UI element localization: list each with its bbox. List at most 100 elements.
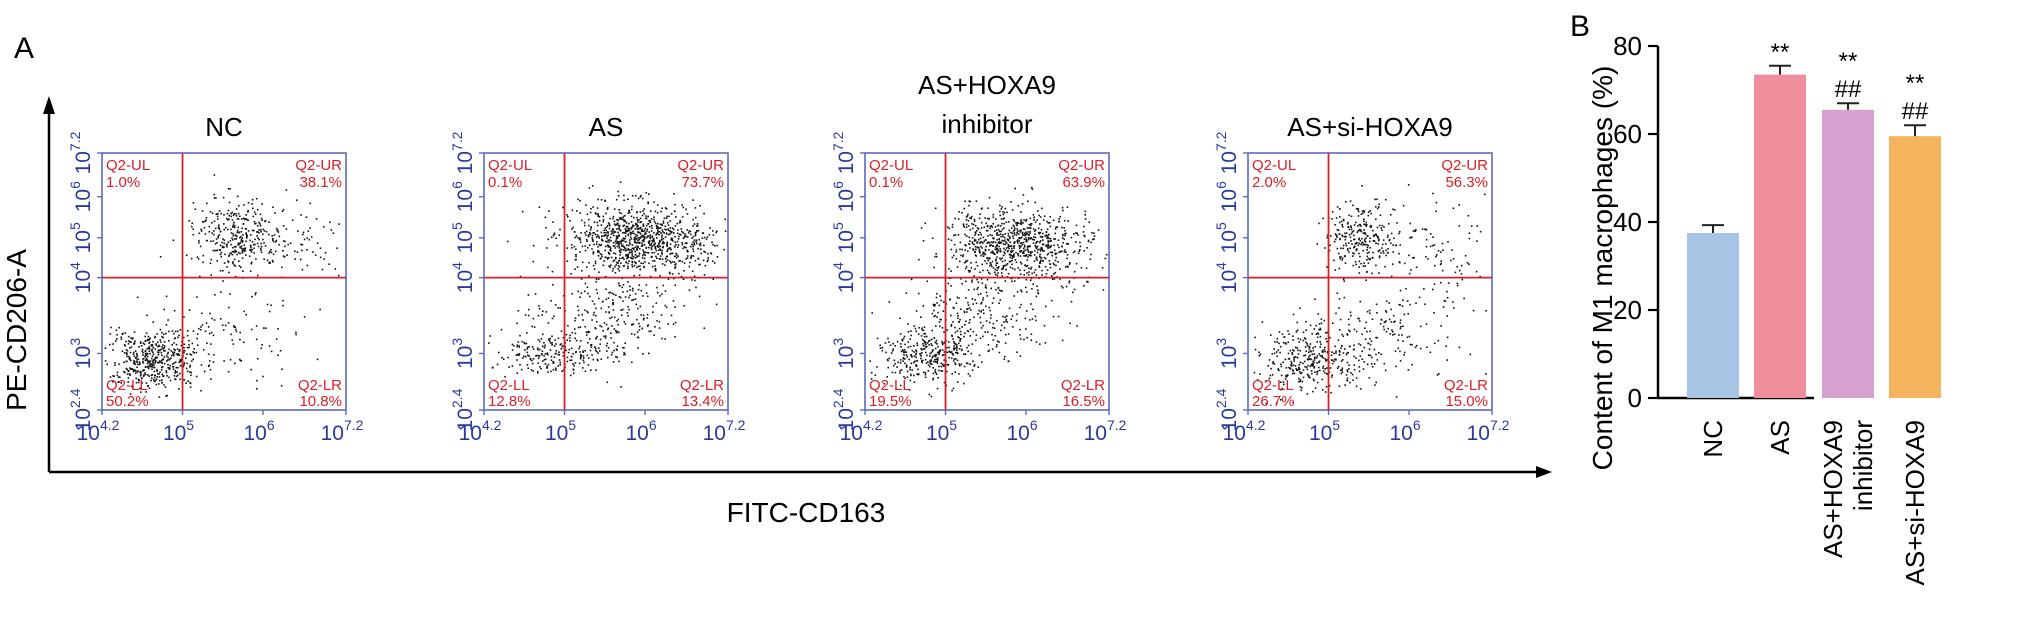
flow-event-dot — [241, 257, 244, 259]
flow-event-dot — [1084, 214, 1086, 216]
flow-event-dot — [618, 224, 621, 227]
flow-event-dot — [1336, 367, 1339, 369]
flow-event-dot — [632, 257, 634, 260]
flow-event-dot — [679, 219, 681, 222]
flow-event-dot — [923, 348, 926, 350]
flow-event-dot — [1039, 256, 1042, 259]
flow-event-dot — [936, 360, 939, 363]
flow-event-dot — [309, 202, 312, 205]
flow-event-dot — [644, 236, 646, 238]
flow-event-dot — [1268, 377, 1271, 380]
flow-event-dot — [250, 328, 253, 331]
flow-event-dot — [1046, 245, 1049, 247]
flow-event-dot — [159, 328, 162, 331]
flow-event-dot — [175, 366, 178, 369]
flow-event-dot — [999, 241, 1002, 244]
flow-event-dot — [1372, 240, 1375, 242]
flow-event-dot — [1334, 358, 1336, 361]
flow-event-dot — [597, 213, 599, 215]
flow-event-dot — [649, 236, 651, 238]
flow-event-dot — [214, 294, 216, 296]
flow-event-dot — [202, 261, 204, 264]
flow-event-dot — [246, 218, 248, 221]
flow-event-dot — [959, 260, 961, 263]
flow-event-dot — [1341, 234, 1343, 237]
flow-event-dot — [659, 248, 661, 250]
flow-event-dot — [630, 238, 633, 240]
flow-event-dot — [228, 255, 230, 257]
flow-event-dot — [1284, 378, 1287, 380]
flow-event-dot — [1034, 201, 1036, 204]
flow-event-dot — [707, 252, 709, 255]
flow-event-dot — [268, 252, 270, 254]
flow-event-dot — [914, 360, 916, 363]
flow-event-dot — [983, 226, 986, 229]
flow-event-dot — [1016, 224, 1018, 227]
flow-event-dot — [240, 266, 242, 269]
flow-event-dot — [985, 229, 988, 232]
flow-event-dot — [227, 370, 230, 373]
flow-event-dot — [619, 254, 621, 256]
flow-event-dot — [1358, 252, 1360, 255]
flow-event-dot — [1381, 229, 1383, 231]
flow-event-dot — [109, 333, 112, 335]
flow-event-dot — [148, 347, 151, 350]
flow-event-dot — [598, 251, 600, 253]
flow-event-dot — [1373, 240, 1376, 242]
flow-event-dot — [699, 263, 701, 266]
flow-event-dot — [579, 296, 581, 298]
flow-event-dot — [220, 212, 222, 215]
flow-event-dot — [175, 343, 178, 346]
flow-event-dot — [567, 325, 569, 327]
y-tick-label: 102.4 — [67, 388, 95, 431]
flow-event-dot — [1057, 244, 1059, 246]
flow-event-dot — [1016, 313, 1018, 315]
flow-event-dot — [152, 359, 155, 362]
flow-event-dot — [696, 242, 698, 245]
flow-event-dot — [592, 314, 595, 316]
flow-event-dot — [932, 303, 935, 306]
flow-event-dot — [155, 344, 157, 346]
flow-event-dot — [1317, 333, 1320, 335]
flow-event-dot — [666, 233, 668, 235]
flow-event-dot — [666, 242, 669, 245]
flow-event-dot — [237, 229, 239, 232]
flow-event-dot — [1342, 247, 1344, 250]
flow-event-dot — [553, 356, 556, 359]
flow-event-dot — [1313, 353, 1316, 355]
flow-event-dot — [971, 281, 973, 283]
flow-event-dot — [967, 304, 970, 306]
flow-event-dot — [1311, 333, 1313, 335]
flow-event-dot — [965, 223, 968, 226]
flow-event-dot — [953, 347, 955, 349]
flow-event-dot — [1348, 323, 1350, 326]
flow-event-dot — [971, 227, 974, 230]
flow-event-dot — [540, 338, 543, 340]
flow-event-dot — [115, 329, 118, 331]
flow-event-dot — [609, 246, 612, 248]
flow-event-dot — [627, 233, 630, 235]
flow-event-dot — [695, 231, 698, 233]
flow-event-dot — [1287, 341, 1289, 344]
flow-event-dot — [163, 333, 165, 336]
flow-event-dot — [1061, 206, 1064, 209]
flow-event-dot — [609, 224, 611, 227]
flow-event-dot — [915, 350, 918, 353]
flow-event-dot — [154, 358, 156, 361]
flow-event-dot — [924, 342, 927, 344]
flow-event-dot — [1312, 360, 1314, 363]
flow-event-dot — [962, 255, 964, 258]
flow-event-dot — [981, 253, 984, 256]
flow-event-dot — [696, 230, 698, 232]
flow-event-dot — [531, 362, 534, 365]
flow-event-dot — [931, 350, 934, 352]
flow-event-dot — [620, 386, 622, 388]
flow-event-dot — [636, 331, 639, 333]
flow-event-dot — [1016, 228, 1018, 230]
flow-event-dot — [1387, 234, 1389, 237]
flow-event-dot — [193, 352, 195, 354]
flow-event-dot — [668, 271, 671, 274]
flow-event-dot — [658, 243, 660, 245]
flow-event-dot — [925, 343, 927, 346]
flow-event-dot — [243, 310, 245, 313]
